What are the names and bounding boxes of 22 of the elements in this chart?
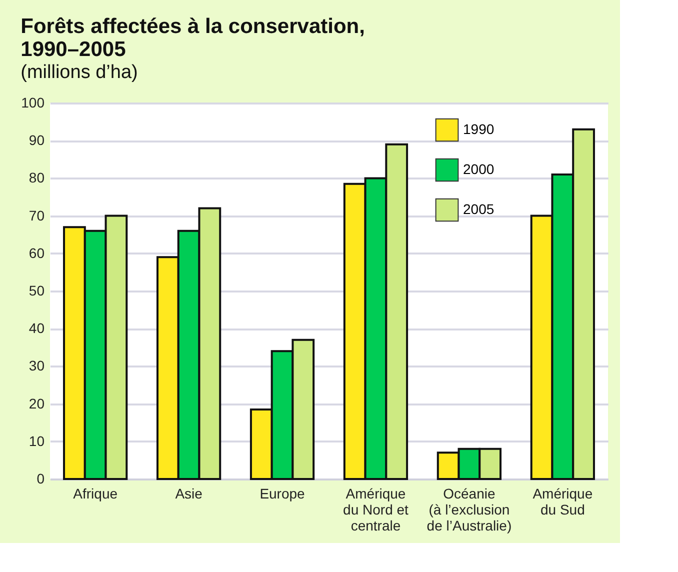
y-tick-label: 100 (21, 94, 45, 110)
legend-label: 2005 (463, 201, 494, 217)
y-tick-label: 30 (28, 358, 45, 374)
x-tick-label: Europe (260, 486, 306, 502)
y-tick-label: 40 (28, 320, 45, 336)
y-tick-label: 70 (28, 207, 45, 224)
y-tick-label: 90 (28, 132, 45, 148)
y-tick-label: 20 (28, 395, 45, 412)
legend-label: 1990 (463, 121, 494, 137)
chart-title: Forêts affectées à la conservation, 1990–2005 (20, 15, 365, 61)
y-tick-label: 50 (28, 282, 45, 298)
y-tick-label: 80 (28, 170, 45, 186)
y-tick-label: 60 (28, 244, 45, 261)
y-tick-label: 0 (36, 470, 45, 486)
x-tick-label: Amérique du Nord et centrale (343, 486, 409, 534)
x-tick-label: Amérique du Sud (532, 486, 593, 518)
chart-subtitle: (millions d’ha) (20, 62, 138, 83)
legend-label: 2000 (463, 161, 494, 177)
y-tick-label: 10 (28, 432, 45, 449)
x-tick-label: Afrique (73, 486, 118, 502)
x-tick-label: Océanie (à l’exclusion de l’Australie) (426, 486, 512, 534)
x-tick-label: Asie (175, 486, 203, 502)
